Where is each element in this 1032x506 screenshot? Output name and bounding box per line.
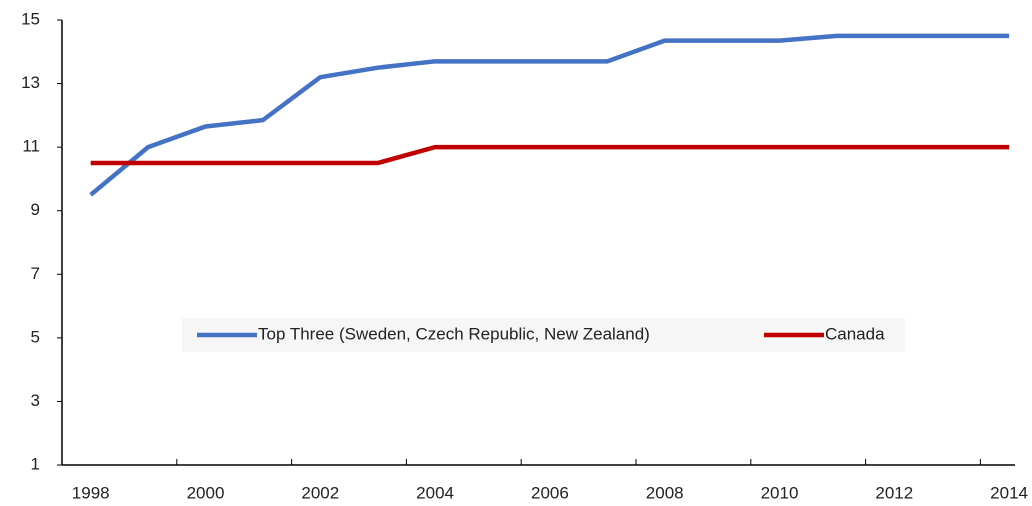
x-tick-label: 2004 [416, 483, 454, 502]
x-tick-label: 2000 [187, 483, 225, 502]
legend-label: Top Three (Sweden, Czech Republic, New Z… [258, 324, 650, 343]
y-tick-label: 9 [31, 200, 40, 219]
y-tick-label: 11 [22, 137, 40, 156]
line-series [90, 144, 1010, 166]
y-tick-label: 15 [21, 9, 40, 28]
x-tick-label: 2010 [761, 483, 799, 502]
x-tick-label: 2008 [646, 483, 684, 502]
y-tick-label: 13 [21, 73, 40, 92]
x-tick-label: 2012 [875, 483, 913, 502]
y-tick-label: 5 [31, 327, 40, 346]
x-tick-label: 2002 [301, 483, 339, 502]
y-tick-label: 7 [31, 264, 40, 283]
x-tick-label: 2006 [531, 483, 569, 502]
y-tick-label: 3 [31, 391, 40, 410]
x-tick-label: 1998 [72, 483, 110, 502]
line-series [89, 33, 1010, 197]
y-tick-label: 1 [31, 454, 40, 473]
legend-label: Canada [825, 324, 885, 343]
x-tick-label: 2014 [990, 483, 1028, 502]
